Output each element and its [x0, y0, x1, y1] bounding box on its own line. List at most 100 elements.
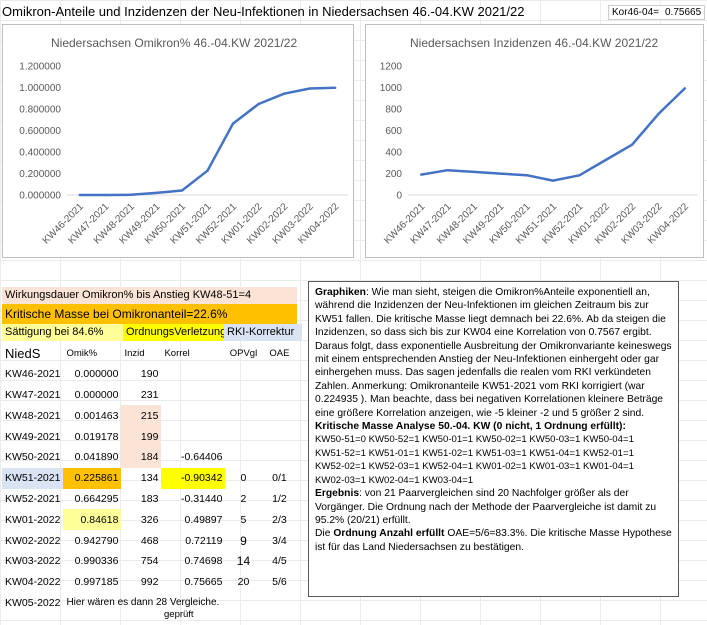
oae-cell[interactable] [261, 447, 297, 468]
inzid-cell[interactable]: 754 [140, 555, 159, 568]
inzid-cell[interactable]: 231 [140, 388, 159, 401]
inzid-cell[interactable]: 190 [140, 368, 159, 381]
omikron-chart[interactable]: Niedersachsen Omikron% 46.-04.KW 2021/22… [2, 24, 354, 258]
oae-cell[interactable] [261, 385, 297, 406]
data-point [446, 168, 449, 172]
oae-cell[interactable]: 5/6 [272, 576, 287, 589]
header-kw[interactable]: NiedS [5, 345, 41, 361]
omik-cell[interactable]: 0.001463 [74, 409, 119, 422]
korrel-cell[interactable]: -0.90342 [161, 467, 226, 489]
header-korrel[interactable]: Korrel [164, 347, 190, 359]
kw-cell[interactable]: KW04-2022 [5, 576, 61, 589]
korrel-cell[interactable] [161, 426, 225, 447]
korrel-cell[interactable] [161, 405, 225, 426]
data-point [525, 174, 528, 177]
inzid-cell[interactable]: 134 [140, 472, 159, 485]
kw-cell[interactable]: KW48-2021 [5, 409, 61, 422]
kw-cell[interactable]: KW02-2022 [5, 534, 61, 547]
saettigung-cell[interactable]: Sättigung bei 84.6% [2, 324, 123, 341]
opvgl-cell[interactable]: 14 [236, 554, 251, 569]
opvgl-cell[interactable]: 20 [237, 576, 250, 589]
oae-cell[interactable] [261, 364, 297, 385]
opvgl-cell[interactable]: 0 [240, 472, 247, 485]
kw-cell[interactable]: KW05-2022 [5, 596, 61, 609]
omik-cell[interactable]: Hier wären es dann 28 Vergleiche. [66, 597, 220, 609]
header-inzid[interactable]: Inzid [124, 347, 145, 359]
kw-cell[interactable]: KW52-2021 [5, 492, 61, 505]
oae-cell[interactable] [261, 405, 297, 426]
inzid-cell[interactable]: 468 [140, 534, 159, 547]
oae-cell[interactable]: 1/2 [272, 492, 287, 505]
opvgl-cell[interactable] [225, 447, 261, 468]
korrel-cell[interactable]: 0.75665 [184, 576, 223, 589]
header-omik[interactable]: Omik% [66, 347, 98, 359]
y-tick-label: 1000 [380, 83, 403, 94]
oae-cell[interactable]: 0/1 [272, 472, 287, 485]
omik-cell[interactable]: 0.000000 [74, 368, 119, 381]
kw-cell[interactable]: KW51-2021 [2, 467, 64, 489]
y-tick-label: 0 [396, 191, 402, 202]
pair-line: KW51-52=1 KW51-01=1 KW51-02=1 KW51-03=1 … [315, 447, 634, 459]
inzid-cell[interactable]: 215 [121, 405, 162, 427]
korrel-cell[interactable] [161, 385, 225, 406]
kw-cell[interactable]: KW46-2021 [5, 368, 61, 381]
oae-cell[interactable]: 4/5 [272, 555, 287, 568]
opvgl-cell[interactable] [225, 426, 261, 447]
ordnungsverletzung-cell[interactable]: OrdnungsVerletzung [123, 324, 226, 341]
opvgl-cell[interactable]: 9 [240, 533, 247, 548]
oae-cell[interactable]: 3/4 [272, 534, 287, 547]
omik-cell[interactable]: 0.000000 [74, 388, 119, 401]
explanation-textbox[interactable]: Graphiken: Wie man sieht, steigen die Om… [308, 281, 679, 597]
omik-cell[interactable]: 0.942790 [74, 534, 119, 547]
ergebnis-label: Ergebnis [315, 488, 360, 500]
legend-row: Sättigung bei 84.6% OrdnungsVerletzungRKI… [2, 324, 302, 341]
y-tick-label: 600 [385, 126, 402, 137]
kw-cell[interactable]: KW47-2021 [5, 388, 61, 401]
oae-prefix: Die [315, 528, 334, 540]
inzid-cell[interactable]: 326 [140, 513, 159, 526]
table-row: KW46-2021 0.000000 190 [2, 364, 297, 385]
oae-cell[interactable]: 2/3 [272, 513, 287, 526]
korrel-cell[interactable]: 0.74698 [184, 555, 223, 568]
omik-cell[interactable]: 0.019178 [74, 430, 119, 443]
data-point [257, 102, 260, 106]
omik-cell[interactable]: 0.84618 [63, 509, 122, 531]
kritische-masse-cell[interactable]: Kritische Masse bei Omikronanteil=22.6% [2, 304, 297, 324]
korrel-cell[interactable]: -0.31440 [181, 492, 223, 505]
kw-cell[interactable]: KW03-2022 [5, 555, 61, 568]
omik-cell[interactable]: 0.664295 [74, 492, 119, 505]
omik-cell[interactable]: 0.225861 [63, 467, 122, 489]
geprueft-label: geprüft [164, 609, 194, 620]
kw-cell[interactable]: KW50-2021 [5, 451, 61, 464]
correlation-label: Kor46-04= [612, 7, 659, 18]
opvgl-cell[interactable]: 5 [240, 513, 247, 526]
omik-cell[interactable]: 0.041890 [74, 451, 119, 464]
oae-cell[interactable] [261, 426, 297, 447]
kw-cell[interactable]: KW01-2022 [5, 513, 61, 526]
opvgl-cell[interactable] [225, 385, 261, 406]
korrel-cell[interactable] [161, 364, 225, 385]
inzid-cell[interactable]: 199 [121, 426, 162, 447]
rki-korrektur-cell[interactable]: RKI-Korrektur [224, 324, 302, 341]
y-tick-label: 0.400000 [19, 148, 61, 159]
korrel-cell[interactable]: 0.72119 [185, 534, 223, 547]
opvgl-cell[interactable]: 2 [240, 492, 247, 505]
data-point [419, 173, 423, 176]
header-opvgl[interactable]: OPVgl [229, 347, 258, 359]
opvgl-cell[interactable] [225, 364, 261, 385]
korrel-cell[interactable]: 0.49897 [184, 513, 223, 526]
inzid-cell[interactable]: 184 [121, 446, 162, 468]
inzid-cell[interactable]: 992 [140, 576, 159, 589]
omik-cell[interactable]: 0.997185 [74, 576, 119, 589]
wirkungsdauer-cell[interactable]: Wirkungsdauer Omikron% bis Anstieg KW48-… [2, 287, 297, 304]
kw-cell[interactable]: KW49-2021 [5, 430, 61, 443]
inzid-cell[interactable]: 183 [140, 492, 159, 505]
incidence-chart[interactable]: Niedersachsen Inzidenzen 46.-04.KW 2021/… [365, 24, 704, 258]
korrel-cell[interactable]: -0.64406 [181, 451, 223, 464]
table-row: KW50-2021 0.041890 184 -0.64406 [2, 446, 297, 468]
chart-title: Niedersachsen Omikron% 46.-04.KW 2021/22 [51, 36, 297, 50]
y-tick-label: 0.200000 [19, 169, 61, 180]
header-oae[interactable]: OAE [269, 347, 290, 359]
opvgl-cell[interactable] [225, 405, 261, 426]
omik-cell[interactable]: 0.990336 [74, 555, 119, 568]
